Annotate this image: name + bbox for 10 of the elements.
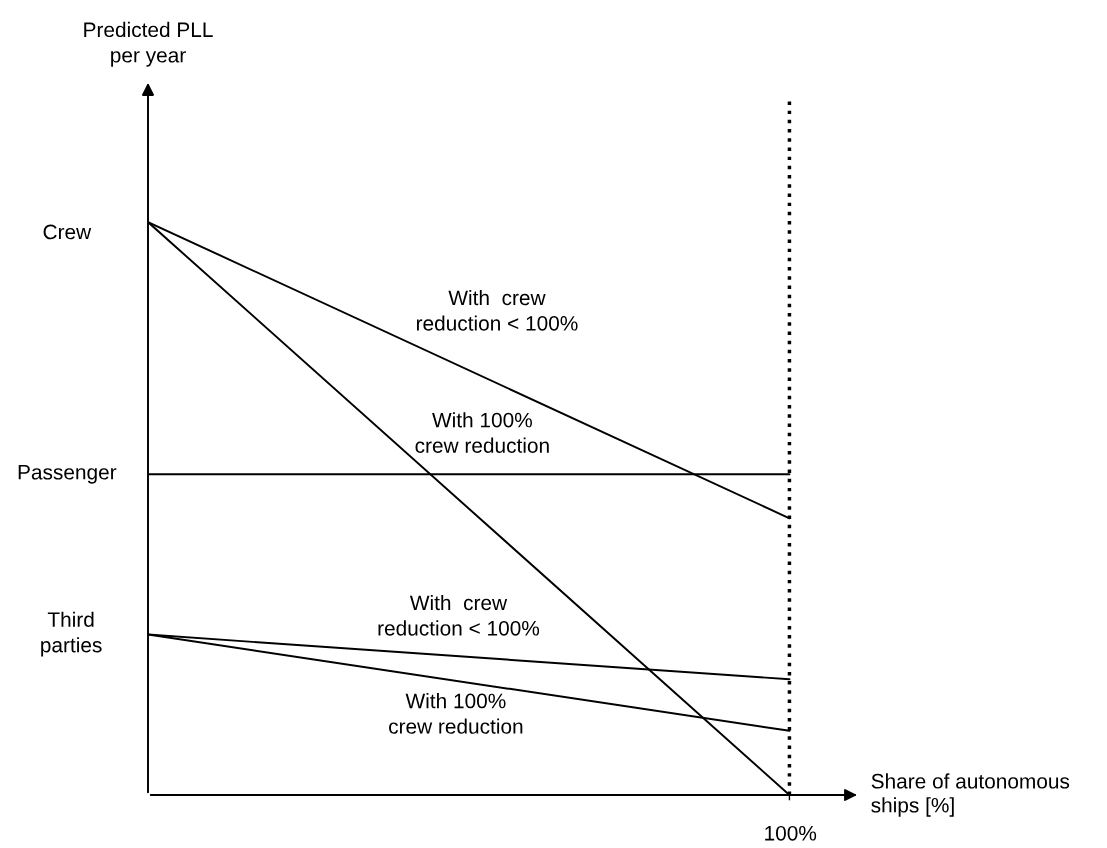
- text: Predicted PLL per year: [84, 21, 213, 67]
- series-label: With crew reduction < 100%: [378, 594, 540, 636]
- x-axis-title: Share of autonomous ships [%]: [871, 773, 1070, 817]
- annotation: Passenger: [18, 465, 117, 484]
- series-label: With crew reduction < 100%: [416, 289, 578, 331]
- series-label: With 100% crew reduction: [415, 412, 549, 453]
- annotation: Crew: [43, 224, 92, 240]
- series-label: With 100% crew reduction: [389, 693, 523, 734]
- text: 100%: [765, 825, 817, 841]
- annotation: Third parties: [41, 611, 102, 657]
